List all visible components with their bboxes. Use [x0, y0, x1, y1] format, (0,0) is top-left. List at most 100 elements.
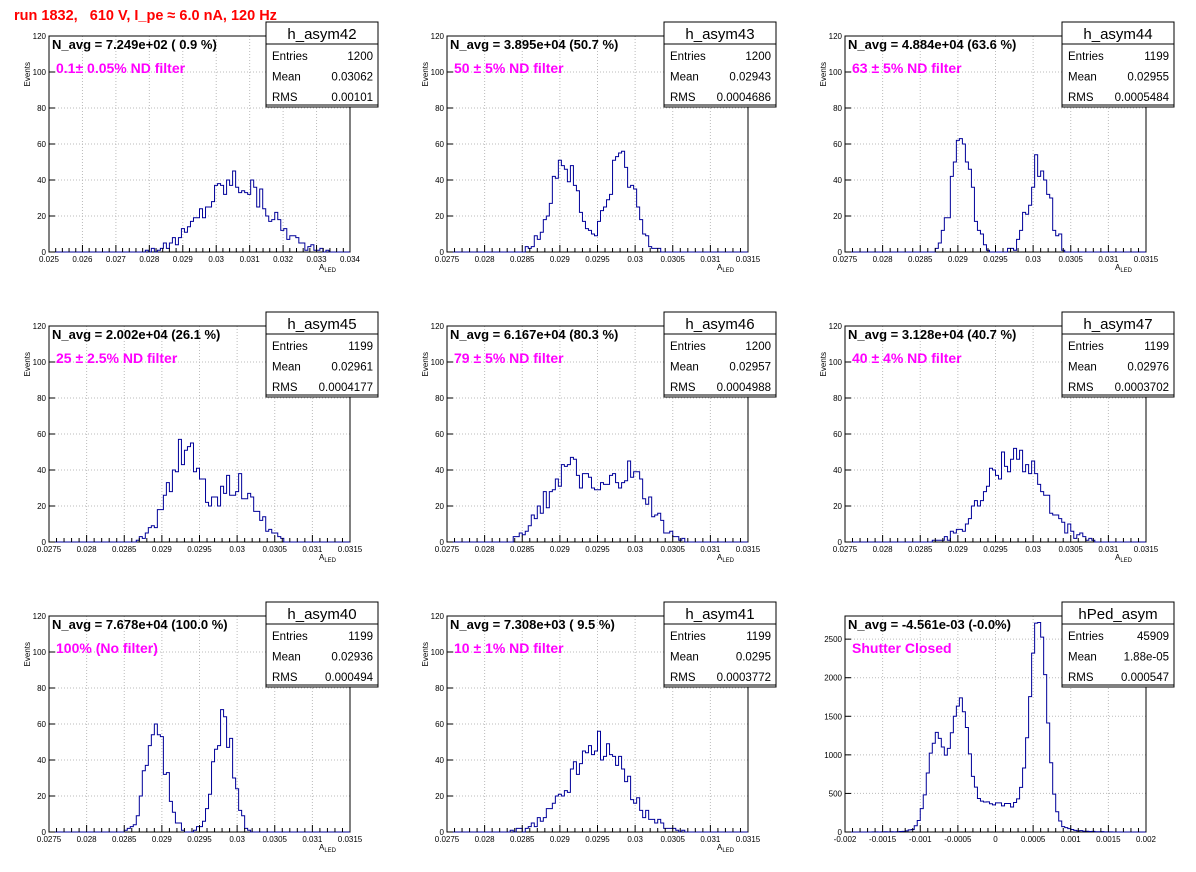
stat-value: 0.02961: [331, 362, 373, 374]
histogram-name: h_asym42: [287, 26, 356, 43]
x-tick-label: 0: [993, 835, 998, 844]
y-tick-label: 60: [435, 140, 444, 149]
x-tick-label: 0.0285: [112, 835, 137, 844]
y-tick-label: 0: [42, 538, 47, 547]
y-axis-title: Events: [421, 352, 430, 376]
x-tick-label: 0.0315: [1134, 255, 1159, 264]
y-tick-label: 80: [435, 394, 444, 403]
histogram-name: h_asym41: [685, 606, 754, 623]
histogram-bars: [49, 709, 350, 833]
stats-box: [663, 601, 777, 686]
y-tick-label: 120: [33, 612, 47, 621]
x-tick-label: 0.0015: [1096, 835, 1121, 844]
stat-label: Entries: [272, 631, 308, 643]
y-axis-title: Events: [819, 352, 828, 376]
stat-label: RMS: [670, 672, 696, 684]
y-tick-label: 20: [435, 502, 444, 511]
x-tick-label: 0.03: [627, 545, 643, 554]
x-tick-label: 0.002: [1136, 835, 1157, 844]
x-tick-label: 0.031: [1098, 255, 1119, 264]
x-tick-label: 0.0275: [37, 835, 62, 844]
y-tick-label: 100: [33, 648, 47, 657]
histogram-name: h_asym40: [287, 606, 356, 623]
stat-value: 0.000494: [325, 672, 374, 684]
x-tick-label: 0.0305: [263, 835, 288, 844]
stat-label: Mean: [1068, 652, 1097, 664]
x-tick-label: 0.0305: [1059, 545, 1084, 554]
y-tick-label: 40: [833, 176, 842, 185]
stat-label: Entries: [1068, 631, 1104, 643]
histogram-panel-h_asym41: 0.0275 0.028 0.0285 0.029 0.0295 0.03 0.0305 0.…: [421, 601, 777, 854]
y-tick-label: 20: [435, 212, 444, 221]
x-tick-label: 0.03: [229, 835, 245, 844]
stat-value: 1199: [1144, 341, 1169, 353]
x-tick-label: 0.031: [302, 545, 323, 554]
x-tick-label: 0.0285: [510, 545, 535, 554]
x-tick-label: 0.0275: [435, 545, 460, 554]
x-axis-title: ALED: [717, 843, 735, 854]
y-axis-title: Events: [23, 352, 32, 376]
x-tick-label: 0.031: [700, 545, 721, 554]
histogram-name: h_asym46: [685, 316, 754, 333]
y-tick-label: 0: [440, 538, 445, 547]
x-axis-title: ALED: [1115, 263, 1133, 274]
x-tick-label: 0.028: [873, 545, 894, 554]
stat-label: Mean: [670, 652, 699, 664]
x-tick-label: 0.031: [700, 835, 721, 844]
x-tick-label: 0.0305: [661, 255, 686, 264]
x-tick-label: 0.0295: [187, 545, 212, 554]
y-tick-label: 0: [838, 828, 843, 837]
n-avg-label: N_avg = 7.308e+03 ( 9.5 %): [450, 617, 615, 632]
y-tick-label: 0: [440, 248, 445, 257]
x-tick-label: 0.028: [475, 545, 496, 554]
stat-value: 0.02976: [1127, 362, 1169, 374]
x-tick-label: 0.0275: [833, 255, 858, 264]
x-tick-label: 0.0315: [736, 545, 761, 554]
y-tick-label: 80: [435, 684, 444, 693]
y-tick-label: 0: [838, 248, 843, 257]
y-tick-label: 20: [37, 792, 46, 801]
y-axis-title: Events: [23, 62, 32, 86]
n-avg-label: N_avg = 2.002e+04 (26.1 %): [52, 327, 220, 342]
y-tick-label: 500: [829, 789, 843, 798]
x-tick-label: 0.029: [948, 255, 969, 264]
stat-value: 0.02957: [729, 362, 771, 374]
x-tick-label: 0.0305: [661, 835, 686, 844]
x-axis-subscript: LED: [722, 268, 734, 274]
x-tick-label: 0.028: [77, 835, 98, 844]
stat-value: 0.0005484: [1115, 92, 1170, 104]
x-axis-title: ALED: [319, 553, 337, 564]
n-avg-label: N_avg = 6.167e+04 (80.3 %): [450, 327, 618, 342]
y-tick-label: 80: [435, 104, 444, 113]
y-tick-label: 20: [833, 212, 842, 221]
y-tick-label: 40: [37, 176, 46, 185]
y-tick-label: 2500: [824, 635, 842, 644]
x-tick-label: 0.0315: [736, 835, 761, 844]
x-tick-label: 0.025: [39, 255, 60, 264]
x-tick-label: 0.0295: [187, 835, 212, 844]
x-tick-label: 0.031: [700, 255, 721, 264]
stat-label: RMS: [670, 92, 696, 104]
y-tick-label: 100: [33, 68, 47, 77]
x-tick-label: 0.0315: [736, 255, 761, 264]
y-tick-label: 0: [838, 538, 843, 547]
histogram-bars: [447, 730, 748, 833]
x-tick-label: 0.029: [550, 835, 571, 844]
stats-box: [663, 311, 777, 396]
x-tick-label: 0.028: [139, 255, 160, 264]
filter-label: 25 ± 2.5% ND filter: [56, 350, 178, 366]
stat-label: RMS: [1068, 92, 1094, 104]
y-tick-label: 120: [431, 32, 445, 41]
x-tick-label: 0.031: [1098, 545, 1119, 554]
stats-box: [265, 601, 379, 686]
histogram-panel-h_asym44: 0.0275 0.028 0.0285 0.029 0.0295 0.03 0.0305 0.…: [819, 21, 1175, 274]
x-tick-label: 0.028: [475, 835, 496, 844]
stat-value: 1200: [745, 341, 771, 353]
y-tick-label: 80: [37, 394, 46, 403]
y-tick-label: 40: [435, 176, 444, 185]
x-tick-label: 0.029: [550, 545, 571, 554]
stat-label: Mean: [1068, 72, 1097, 84]
y-tick-label: 100: [431, 648, 445, 657]
x-tick-label: 0.0275: [833, 545, 858, 554]
x-tick-label: 0.0295: [983, 545, 1008, 554]
